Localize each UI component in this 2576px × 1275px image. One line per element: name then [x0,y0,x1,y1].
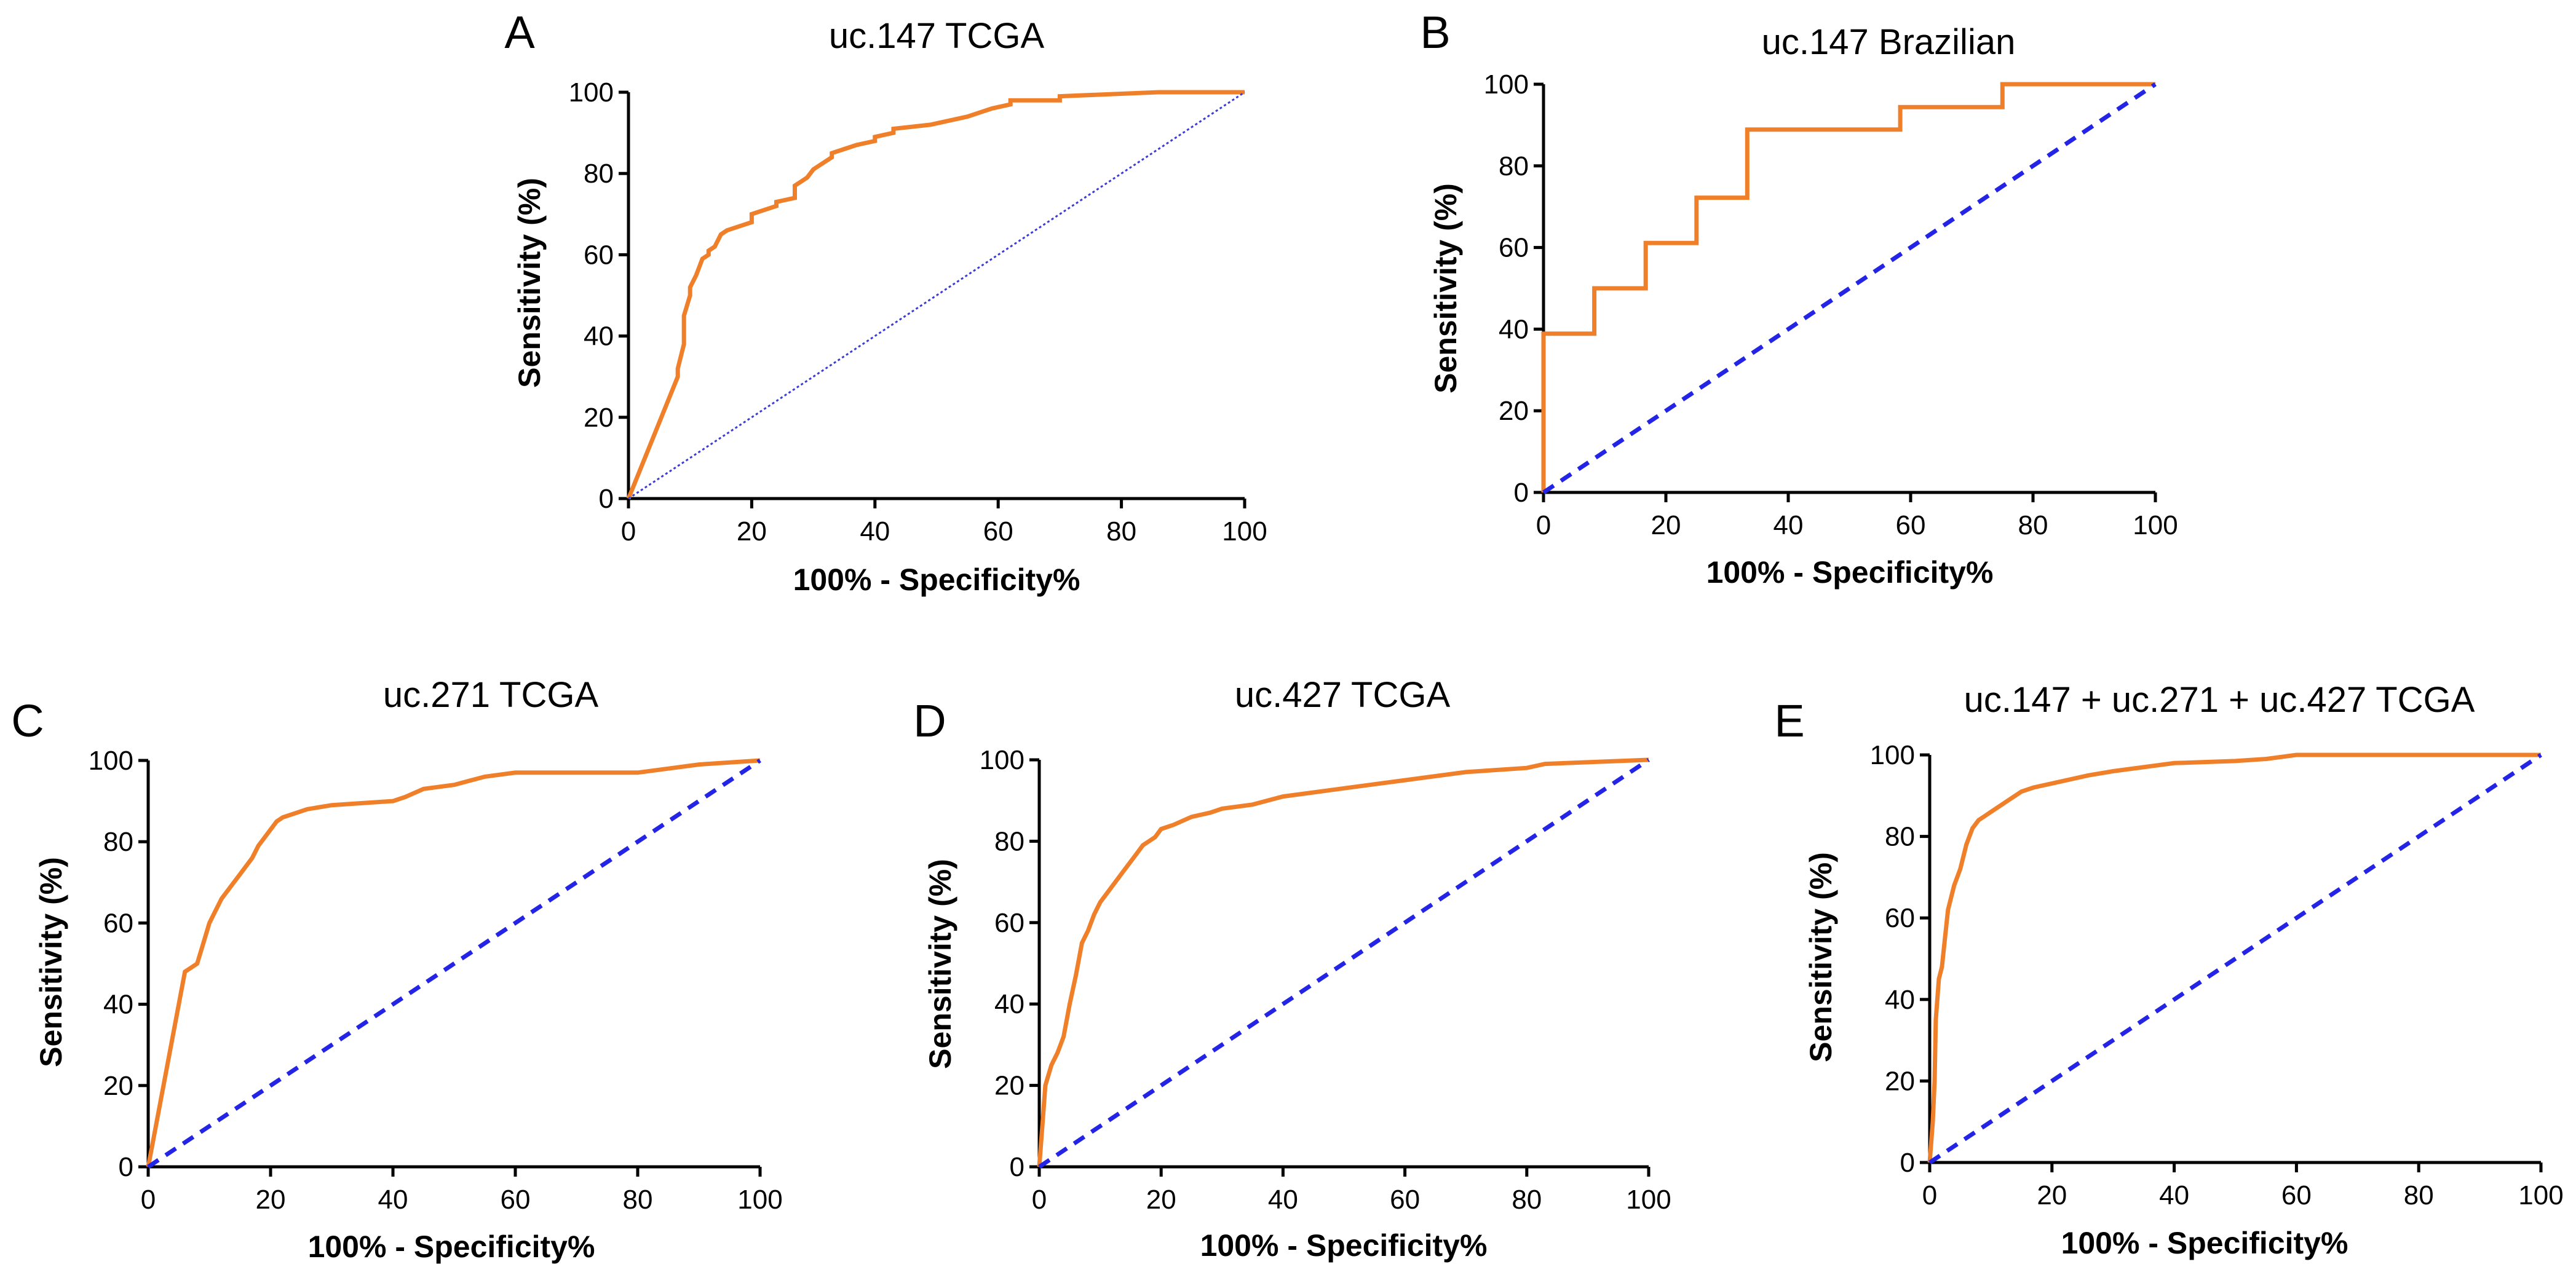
y-tick-label: 60 [1499,233,1529,263]
panel-e: E uc.147 + uc.271 + uc.427 TCGA Sensitiv… [1774,680,2563,1260]
x-tick-label: 0 [141,1185,156,1215]
x-tick-label: 60 [1390,1185,1420,1215]
x-tick-label: 100 [1626,1185,1671,1215]
panel-a: A uc.147 TCGA Sensitivity (%) 100% - Spe… [504,7,1267,597]
x-axis-label: 100% - Specificity% [793,562,1080,597]
chart-title: uc.147 + uc.271 + uc.427 TCGA [1964,680,2475,720]
chart-title: uc.427 TCGA [1235,675,1451,715]
chart-title: uc.271 TCGA [383,675,599,715]
x-tick-label: 100 [2518,1180,2563,1210]
y-axis-label: Sensitivity (%) [1804,852,1838,1062]
x-tick-label: 60 [501,1185,531,1215]
x-tick-label: 20 [1651,510,1681,540]
roc-curve [1927,752,2541,1163]
y-tick-label: 20 [1499,396,1529,426]
x-tick-label: 100 [1222,516,1267,547]
x-tick-label: 100 [2133,510,2178,540]
y-tick-label: 0 [1010,1152,1024,1182]
y-tick-label: 20 [994,1071,1024,1101]
x-tick-label: 40 [1773,510,1804,540]
y-tick-label: 80 [584,159,614,189]
x-axis-label: 100% - Specificity% [1200,1228,1488,1263]
panel-b: B uc.147 Brazilian Sensitivity (%) 100% … [1420,7,2178,590]
y-tick-label: 80 [103,827,133,857]
y-tick-label: 100 [980,745,1024,775]
y-axis-label: Sensitivity (%) [923,859,957,1069]
y-tick-label: 100 [1484,69,1529,100]
x-tick-label: 20 [1146,1185,1176,1215]
x-tick-label: 80 [1106,516,1136,547]
panel-c: C uc.271 TCGA Sensitivity (%) 100% - Spe… [11,675,782,1264]
y-tick-label: 0 [119,1152,133,1182]
x-tick-label: 0 [1536,510,1551,540]
y-tick-label: 0 [599,484,614,514]
chart-title: uc.147 Brazilian [1762,22,2016,62]
roc-curve [626,90,1245,500]
x-axis-label: 100% - Specificity% [1706,555,1994,590]
y-tick-label: 60 [584,240,614,270]
y-tick-label: 60 [103,908,133,938]
y-tick-label: 0 [1900,1148,1915,1178]
x-tick-label: 80 [2018,510,2048,540]
x-tick-label: 20 [2037,1180,2067,1210]
y-tick-label: 60 [994,908,1024,938]
y-tick-label: 60 [1885,903,1915,933]
reference-line [1038,758,1650,1169]
reference-line [1928,753,2542,1164]
y-axis-label: Sensitivity (%) [1429,183,1463,393]
panel-letter: B [1420,7,1450,58]
y-tick-label: 100 [89,746,133,776]
y-tick-label: 40 [994,989,1024,1019]
x-tick-label: 80 [623,1185,653,1215]
x-tick-label: 0 [621,516,636,547]
x-tick-label: 80 [2404,1180,2434,1210]
y-tick-label: 40 [1499,314,1529,344]
x-tick-label: 60 [1896,510,1926,540]
x-tick-label: 0 [1922,1180,1937,1210]
reference-line [147,759,761,1169]
x-tick-label: 60 [983,516,1013,547]
y-axis-label: Sensitivity (%) [512,178,547,388]
x-tick-label: 60 [2281,1180,2312,1210]
x-axis-label: 100% - Specificity% [308,1230,595,1264]
roc-curve [1541,82,2155,492]
y-tick-label: 20 [103,1071,133,1101]
x-tick-label: 20 [256,1185,286,1215]
reference-line [628,91,1245,500]
y-tick-label: 100 [1870,740,1915,770]
y-axis-label: Sensitivity (%) [34,857,68,1067]
panel-letter: E [1774,695,1804,746]
reference-line [1542,82,2157,494]
x-tick-label: 100 [737,1185,782,1215]
y-tick-label: 100 [569,77,614,108]
panel-letter: D [913,695,946,746]
x-tick-label: 40 [860,516,890,547]
panel-d: D uc.427 TCGA Sensitivity (%) 100% - Spe… [913,675,1671,1263]
y-tick-label: 40 [103,990,133,1020]
x-tick-label: 40 [378,1185,408,1215]
chart-title: uc.147 TCGA [829,16,1045,56]
x-tick-label: 40 [2159,1180,2189,1210]
x-tick-label: 0 [1032,1185,1047,1215]
y-tick-label: 20 [584,403,614,433]
y-tick-label: 0 [1514,478,1529,508]
x-axis-label: 100% - Specificity% [2061,1226,2348,1260]
panel-letter: C [11,695,44,746]
panel-letter: A [504,7,535,58]
y-tick-label: 80 [1885,822,1915,852]
y-tick-label: 20 [1885,1066,1915,1096]
roc-curve [1037,757,1649,1167]
y-tick-label: 40 [1885,985,1915,1015]
y-tick-label: 80 [994,826,1024,856]
roc-curve [146,758,761,1167]
y-tick-label: 80 [1499,151,1529,181]
x-tick-label: 40 [1268,1185,1298,1215]
x-tick-label: 20 [737,516,767,547]
y-tick-label: 40 [584,322,614,352]
x-tick-label: 80 [1512,1185,1542,1215]
